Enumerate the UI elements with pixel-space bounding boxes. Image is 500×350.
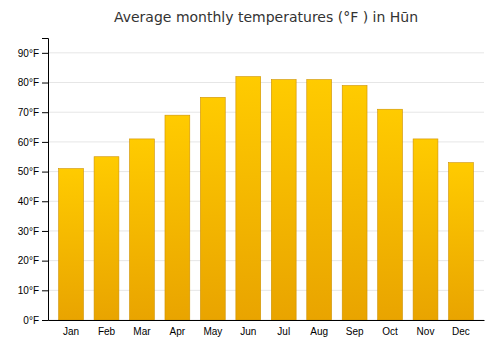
tick: 30°F <box>18 226 48 237</box>
tick: Jun <box>240 326 256 337</box>
tick: Apr <box>170 326 186 337</box>
bar <box>94 157 119 320</box>
tick: 40°F <box>18 196 48 207</box>
plot: 0°F 10°F 20°F 30°F 40°F 50°F 60°F 70°F 80°F 90°F J… <box>18 39 485 338</box>
tick-mark <box>42 320 48 321</box>
tick-label: 20°F <box>18 255 39 266</box>
tick: 70°F <box>18 107 48 118</box>
bar <box>236 77 261 320</box>
tick: Jul <box>277 326 290 337</box>
chart: 0°F 10°F 20°F 30°F 40°F 50°F 60°F 70°F 80°F 90°F J… <box>0 0 500 350</box>
tick-label: May <box>203 326 222 337</box>
tick: Jan <box>63 326 79 337</box>
tick-mark <box>42 112 48 113</box>
tick-label: 10°F <box>18 285 39 296</box>
tick-label: Nov <box>417 326 435 337</box>
title: Average monthly temperatures (°F ) in Hū… <box>114 9 418 25</box>
x-axis: Jan Feb Mar Apr May Jun Jul Aug Sep Oct Nov Dec <box>49 321 485 338</box>
tick: Dec <box>452 326 470 337</box>
tick-label: 70°F <box>18 107 39 118</box>
axis-line <box>49 320 485 321</box>
grid-line <box>48 52 484 53</box>
axis-line <box>42 39 49 321</box>
tick: Nov <box>417 326 435 337</box>
grid-line <box>48 82 484 83</box>
bar <box>271 80 296 320</box>
tick: Sep <box>346 326 364 337</box>
tick: 50°F <box>18 166 48 177</box>
tick-label: 0°F <box>23 315 39 326</box>
tick-label: 80°F <box>18 77 39 88</box>
tick-mark <box>42 53 48 54</box>
bar <box>342 85 367 320</box>
bar <box>449 163 474 320</box>
bar <box>59 169 84 320</box>
tick-mark <box>42 142 48 143</box>
y-axis: 0°F 10°F 20°F 30°F 40°F 50°F 60°F 70°F 80°F 90°F <box>18 39 49 326</box>
tick-mark <box>42 172 48 173</box>
tick-label: Jan <box>63 326 79 337</box>
tick-label: Jul <box>277 326 290 337</box>
tick-label: Dec <box>452 326 470 337</box>
tick-label: Sep <box>346 326 364 337</box>
tick-mark <box>42 231 48 232</box>
tick-label: 90°F <box>18 48 39 59</box>
tick: 0°F <box>23 315 48 326</box>
tick-label: 40°F <box>18 196 39 207</box>
grid-line <box>48 112 484 113</box>
tick: Aug <box>310 326 328 337</box>
tick: 80°F <box>18 77 48 88</box>
tick-mark <box>42 261 48 262</box>
tick-mark <box>42 290 48 291</box>
tick-label: Oct <box>382 326 398 337</box>
tick-label: Feb <box>98 326 116 337</box>
bars <box>59 77 474 320</box>
grid <box>48 53 484 320</box>
tick: 20°F <box>18 255 48 266</box>
tick: Oct <box>382 326 398 337</box>
tick-label: 50°F <box>18 166 39 177</box>
tick-mark <box>42 83 48 84</box>
tick: May <box>203 326 222 337</box>
tick: Feb <box>98 326 116 337</box>
tick-label: Jun <box>240 326 256 337</box>
tick: 90°F <box>18 48 48 59</box>
tick-label: 60°F <box>18 137 39 148</box>
bar <box>378 109 403 320</box>
tick: Mar <box>133 326 151 337</box>
tick-mark <box>42 201 48 202</box>
tick-label: 30°F <box>18 226 39 237</box>
bar <box>165 115 190 320</box>
tick-label: Aug <box>310 326 328 337</box>
tick-label: Apr <box>170 326 186 337</box>
tick: 60°F <box>18 137 48 148</box>
bar <box>413 139 438 320</box>
bar <box>307 80 332 320</box>
bar <box>200 97 225 320</box>
tick: 10°F <box>18 285 48 296</box>
bar <box>130 139 155 320</box>
tick-label: Mar <box>133 326 151 337</box>
